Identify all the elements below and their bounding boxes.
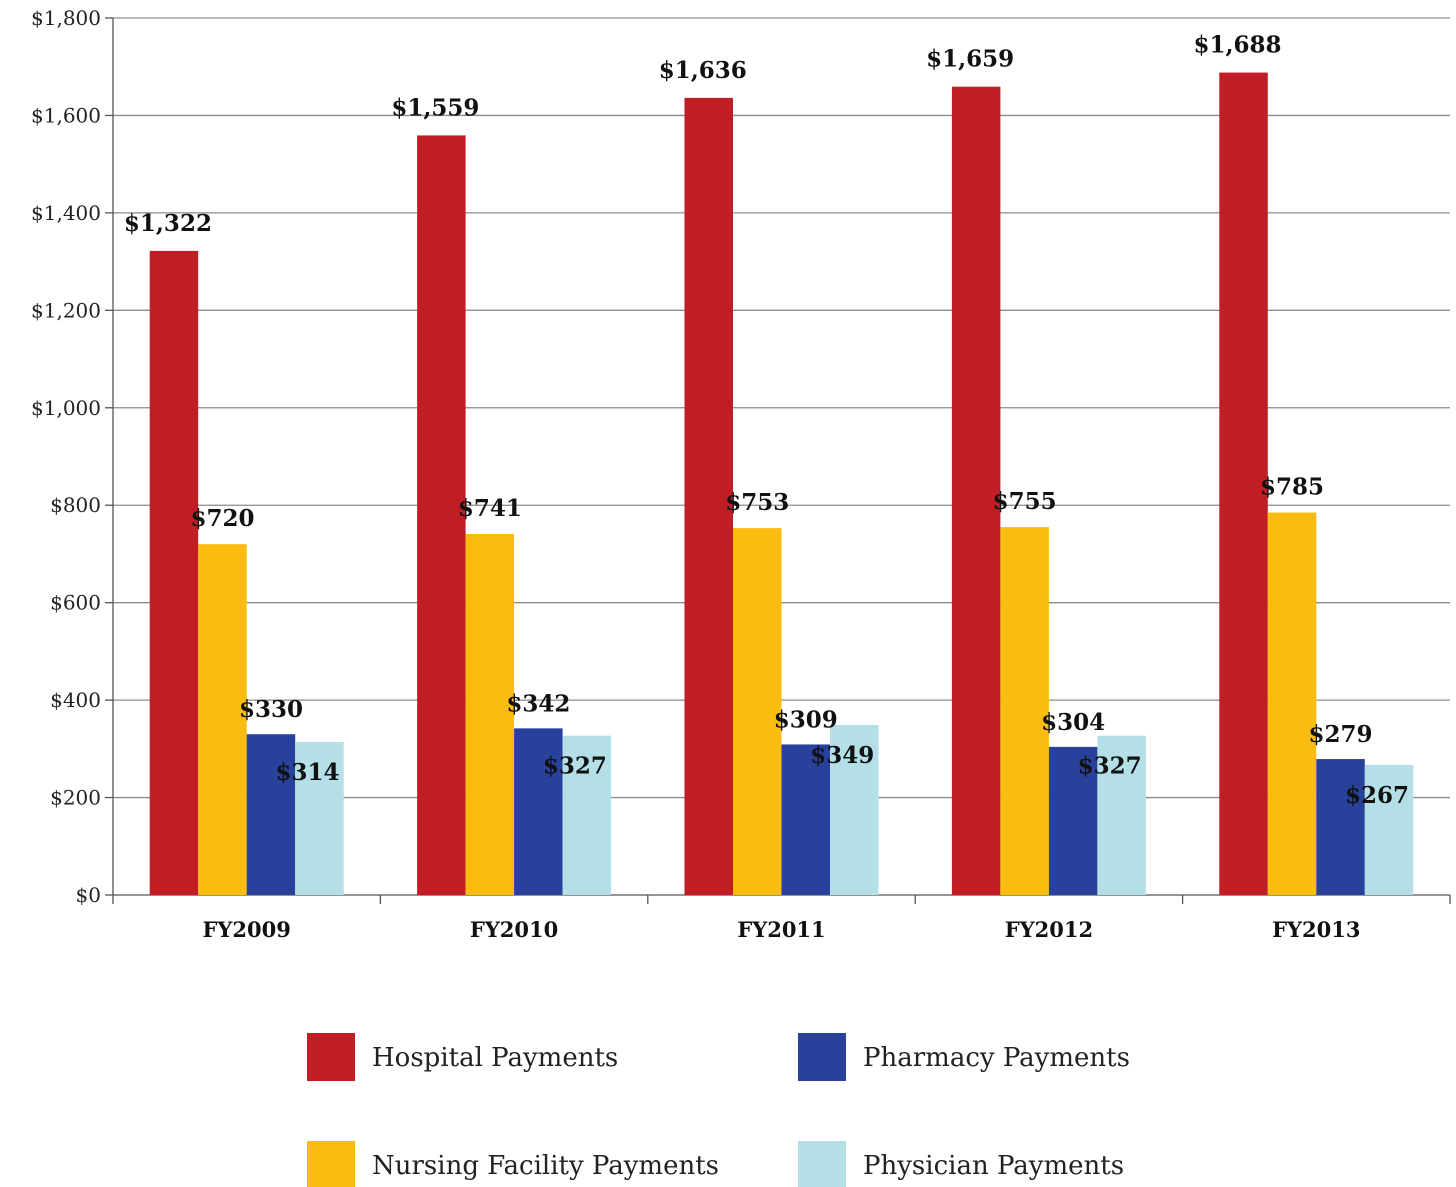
x-category-label: FY2013 <box>1272 917 1360 942</box>
data-label: $785 <box>1260 474 1324 501</box>
y-tick-label: $800 <box>50 493 101 517</box>
bar-pharmacy-payments <box>1048 746 1098 895</box>
data-label: $755 <box>993 488 1057 515</box>
bar-physician-payments <box>830 724 879 895</box>
legend-item: Nursing Facility Payments <box>307 1141 719 1187</box>
x-category-label: FY2012 <box>1005 917 1093 942</box>
bar-hospital-payments <box>951 86 1001 895</box>
bar-nursing-facility-payments <box>733 528 782 895</box>
y-tick-label: $1,000 <box>31 396 101 420</box>
legend-swatch <box>307 1141 355 1187</box>
data-label: $349 <box>810 742 874 769</box>
bar-hospital-payments <box>684 97 733 896</box>
legend-item: Physician Payments <box>798 1141 1124 1187</box>
bar-physician-payments <box>562 735 612 895</box>
data-label: $342 <box>506 690 570 717</box>
data-label: $267 <box>1345 782 1409 809</box>
y-tick-label: $1,600 <box>31 103 101 127</box>
y-tick-label: $400 <box>50 688 101 712</box>
bar-nursing-facility-payments <box>1000 527 1049 895</box>
legend-item: Hospital Payments <box>307 1033 618 1081</box>
data-label: $1,688 <box>1194 32 1282 59</box>
x-category-label: FY2009 <box>203 917 291 942</box>
data-label: $309 <box>774 706 838 733</box>
data-label: $753 <box>725 489 789 516</box>
bar-pharmacy-payments <box>781 744 830 895</box>
data-label: $314 <box>275 759 339 786</box>
legend-item: Pharmacy Payments <box>798 1033 1130 1081</box>
legend-swatch <box>798 1033 846 1081</box>
data-label: $279 <box>1309 721 1373 748</box>
data-label: $330 <box>239 696 303 723</box>
data-label: $1,659 <box>926 46 1014 73</box>
data-label: $741 <box>458 495 522 522</box>
y-tick-label: $1,200 <box>31 298 101 322</box>
bar-hospital-payments <box>417 135 466 896</box>
bar-physician-payments <box>1364 764 1414 895</box>
data-label: $327 <box>1078 753 1142 780</box>
bar-nursing-facility-payments <box>198 544 247 895</box>
gridlines <box>113 17 1450 799</box>
bar-nursing-facility-payments <box>465 533 515 895</box>
x-category-label: FY2011 <box>737 917 825 942</box>
data-label: $327 <box>543 753 607 780</box>
legend-label: Nursing Facility Payments <box>372 1151 719 1181</box>
bar-hospital-payments <box>149 250 199 896</box>
y-tick-label: $1,800 <box>31 6 101 30</box>
y-tick-label: $1,400 <box>31 201 101 225</box>
x-category-label: FY2010 <box>470 917 558 942</box>
bar-physician-payments <box>295 742 344 895</box>
legend-label: Pharmacy Payments <box>863 1043 1130 1073</box>
bar-pharmacy-payments <box>514 728 563 895</box>
legend-label: Physician Payments <box>863 1151 1124 1181</box>
data-label: $1,322 <box>124 210 212 237</box>
bar-pharmacy-payments <box>1316 759 1365 895</box>
bar-physician-payments <box>1097 735 1146 895</box>
y-tick-label: $200 <box>50 786 101 810</box>
data-label: $1,559 <box>391 94 479 121</box>
data-labels: $1,322 $1,559 $1,636 $1,659 $1,688 $720 $741 $7… <box>124 32 1409 809</box>
legend-swatch <box>307 1033 355 1081</box>
legend-label: Hospital Payments <box>372 1043 618 1073</box>
bar-hospital-payments <box>1219 72 1268 895</box>
y-tick-label: $600 <box>50 591 101 615</box>
bar-nursing-facility-payments <box>1267 512 1317 895</box>
legend: Hospital Payments Nursing Facility Paymen… <box>307 1033 1130 1187</box>
bars <box>149 72 1414 896</box>
bar-pharmacy-payments <box>246 734 296 895</box>
y-tick-label: $0 <box>76 883 101 907</box>
data-label: $1,636 <box>659 57 747 84</box>
data-label: $304 <box>1041 709 1105 736</box>
data-label: $720 <box>190 505 254 532</box>
legend-swatch <box>798 1141 846 1187</box>
